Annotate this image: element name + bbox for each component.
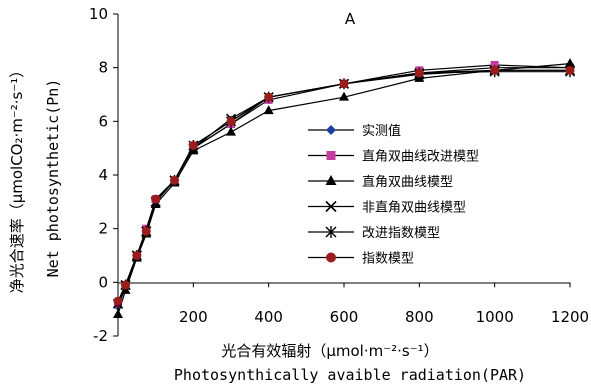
series-line bbox=[117, 64, 571, 305]
legend-item: 直角双曲线模型 bbox=[308, 175, 453, 190]
data-point bbox=[339, 79, 349, 89]
data-point bbox=[339, 91, 349, 101]
series-line bbox=[117, 69, 570, 302]
series-star bbox=[113, 66, 575, 310]
legend-item: 改进指数模型 bbox=[308, 226, 440, 241]
y-tick-label: 4 bbox=[98, 166, 108, 184]
y-tick-label: 2 bbox=[98, 220, 108, 238]
legend-label: 直角双曲线改进模型 bbox=[362, 150, 479, 165]
x-tick-label: 600 bbox=[330, 308, 359, 326]
legend-label: 非直角双曲线模型 bbox=[362, 201, 466, 216]
series-circle bbox=[113, 65, 575, 306]
data-point bbox=[170, 175, 179, 185]
data-point bbox=[326, 252, 336, 263]
data-point bbox=[264, 92, 274, 102]
data-point bbox=[565, 58, 575, 68]
data-point bbox=[414, 68, 424, 78]
data-point bbox=[121, 280, 131, 290]
x-axis-title-en: Photosynthically avaible radiation(PAR) bbox=[174, 366, 526, 384]
data-point bbox=[325, 200, 337, 213]
y-tick-label: 8 bbox=[98, 59, 108, 77]
y-tick-label: 10 bbox=[89, 5, 108, 23]
x-tick-label: 400 bbox=[254, 308, 283, 326]
series-line bbox=[117, 63, 571, 315]
legend-label: 直角双曲线模型 bbox=[362, 175, 453, 190]
data-point bbox=[490, 65, 500, 75]
data-point bbox=[326, 125, 336, 135]
y-tick-label: 6 bbox=[98, 112, 108, 130]
legend-label: 改进指数模型 bbox=[362, 226, 440, 241]
data-point bbox=[132, 251, 142, 260]
x-tick-label: 200 bbox=[179, 308, 208, 326]
y-axis-title-en: Net photosynthetic(Pn) bbox=[44, 79, 62, 278]
x-axis-title: 光合有效辐射（μmol·m⁻²·s⁻¹） bbox=[221, 342, 438, 360]
y-tick-label: 0 bbox=[98, 273, 108, 291]
data-point bbox=[565, 65, 575, 75]
data-point bbox=[326, 151, 336, 160]
data-point bbox=[325, 175, 337, 185]
y-tick-label: -2 bbox=[93, 327, 108, 345]
series-group bbox=[112, 58, 576, 319]
legend-item: 非直角双曲线模型 bbox=[308, 201, 466, 216]
legend-label: 指数模型 bbox=[362, 252, 414, 267]
data-point bbox=[113, 296, 123, 306]
data-point bbox=[325, 226, 337, 238]
x-tick-label: 800 bbox=[405, 308, 434, 326]
data-point bbox=[226, 116, 236, 126]
data-point bbox=[188, 140, 198, 150]
legend-item: 实测值 bbox=[308, 123, 401, 139]
data-point bbox=[141, 226, 151, 236]
y-ticks: -2 0 2 4 6 8 10 bbox=[89, 5, 118, 345]
panel-label: A bbox=[345, 10, 356, 28]
series-line bbox=[117, 67, 570, 307]
data-point bbox=[113, 309, 123, 319]
legend-item: 直角双曲线改进模型 bbox=[308, 150, 479, 165]
x-tick-label: 1000 bbox=[476, 308, 514, 326]
legend-label: 实测值 bbox=[362, 123, 401, 139]
y-axis-title: 净光合速率（μmolCO₂·m⁻²·s⁻¹） bbox=[8, 63, 26, 294]
data-point bbox=[226, 126, 236, 136]
series-triangle bbox=[113, 58, 575, 319]
data-point bbox=[263, 105, 274, 115]
data-point bbox=[151, 194, 161, 204]
legend-item: 指数模型 bbox=[308, 252, 414, 267]
x-tick-label: 1200 bbox=[551, 308, 589, 326]
series-line bbox=[117, 69, 570, 305]
series-line bbox=[117, 71, 570, 305]
series-x bbox=[112, 65, 576, 309]
x-ticks: 200 400 600 800 1000 1200 bbox=[179, 282, 589, 326]
